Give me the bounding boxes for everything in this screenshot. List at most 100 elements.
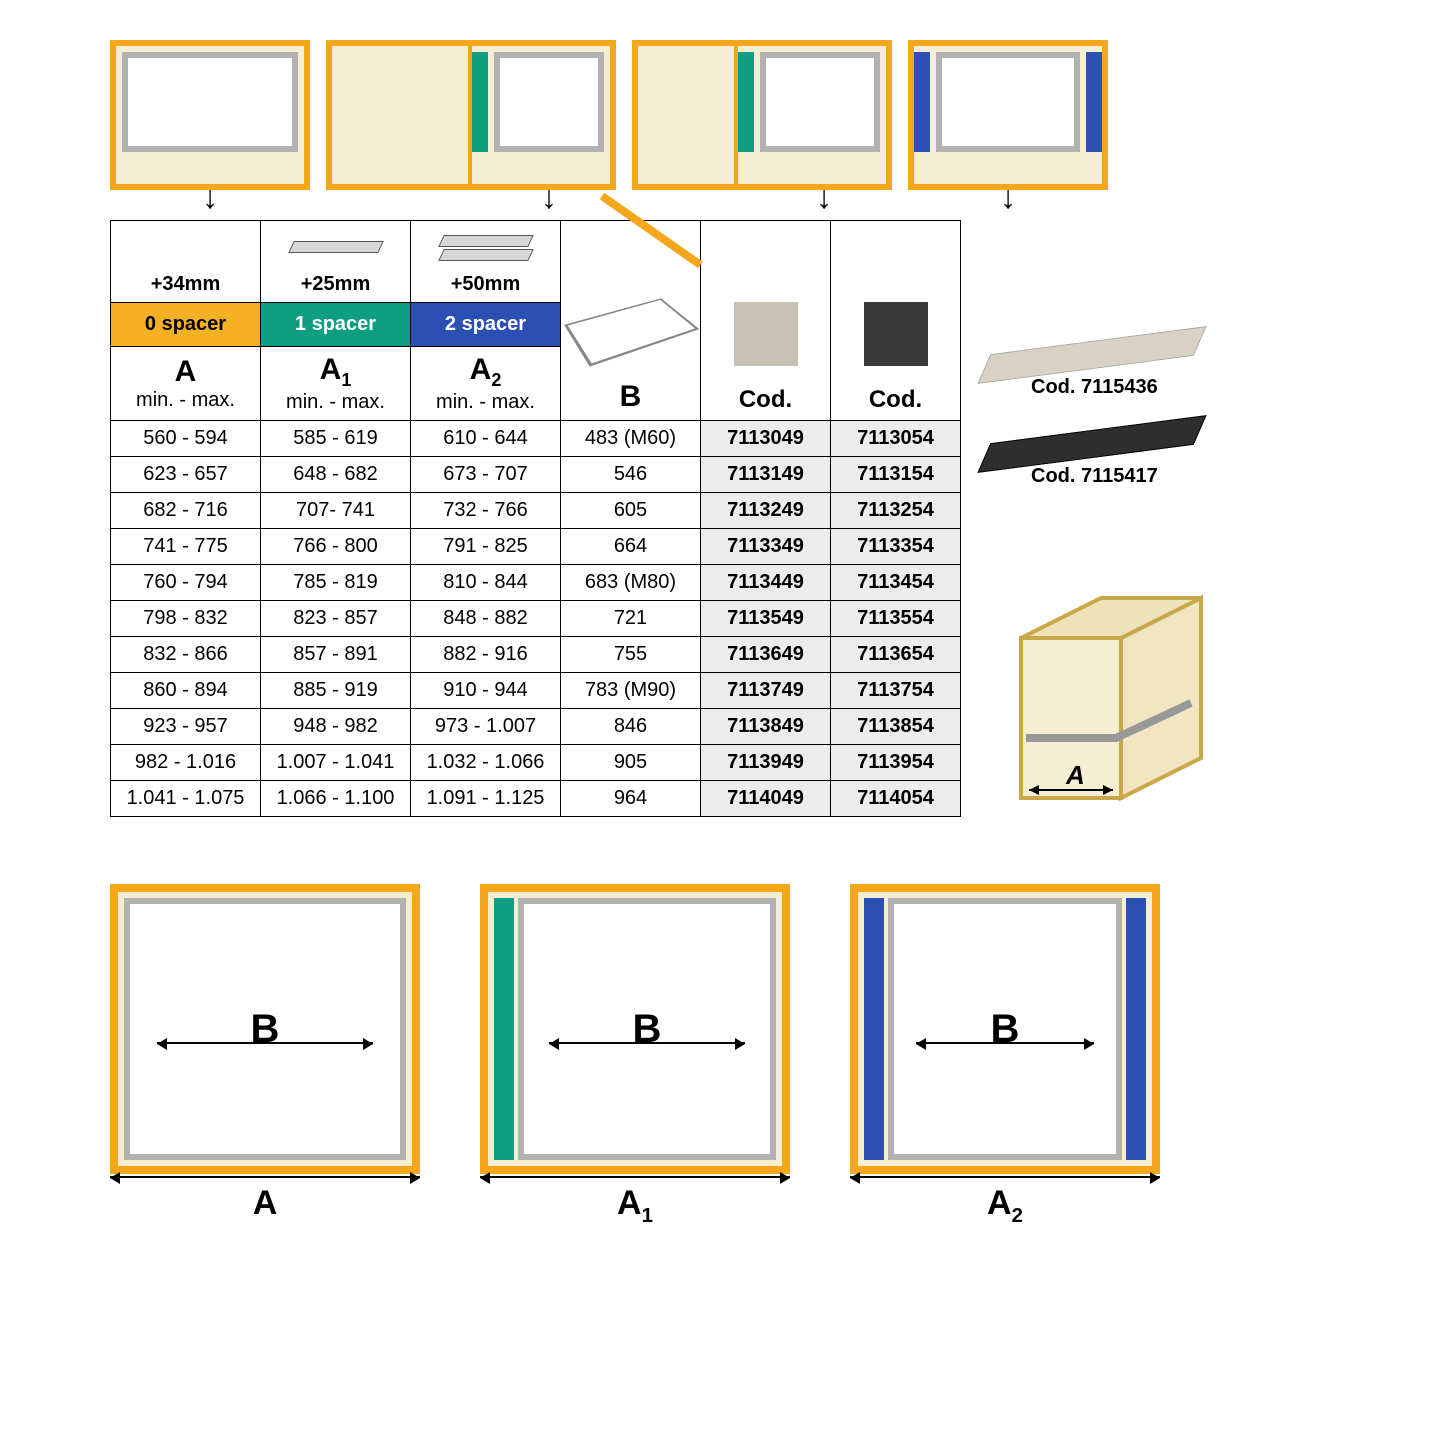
cell-b: 755	[561, 637, 701, 673]
top-diagram-2spacer: ↓	[908, 40, 1108, 190]
cell-b: 664	[561, 529, 701, 565]
cell-code1: 7113849	[701, 709, 831, 745]
hdr-col-a2: A2 min. - max.	[411, 347, 561, 421]
cell-a2: 848 - 882	[411, 601, 561, 637]
cell-a1: 823 - 857	[261, 601, 411, 637]
bottom-diagram-a: B A	[110, 884, 420, 1228]
cell-a: 860 - 894	[111, 673, 261, 709]
top-diagram-1spacer: ↓	[326, 40, 616, 190]
cell-code2: 7113054	[831, 421, 961, 457]
cell-a2: 882 - 916	[411, 637, 561, 673]
drawer-icon	[936, 52, 1080, 152]
cell-a: 1.041 - 1.075	[111, 781, 261, 817]
cell-a1: 707- 741	[261, 493, 411, 529]
cell-a1: 1.066 - 1.100	[261, 781, 411, 817]
cell-a2: 1.091 - 1.125	[411, 781, 561, 817]
top-diagram-flap: ↓	[632, 40, 892, 190]
cell-a: 741 - 775	[111, 529, 261, 565]
cell-b: 605	[561, 493, 701, 529]
side-panel: Cod. 7115436 Cod. 7115417 A	[991, 220, 1251, 824]
cell-a1: 948 - 982	[261, 709, 411, 745]
cell-b: 964	[561, 781, 701, 817]
table-row: 832 - 866857 - 891882 - 9167557113649711…	[111, 637, 961, 673]
cell-code2: 7113354	[831, 529, 961, 565]
cell-code1: 7113949	[701, 745, 831, 781]
table-row: 741 - 775766 - 800791 - 8256647113349711…	[111, 529, 961, 565]
cell-a: 798 - 832	[111, 601, 261, 637]
cell-code1: 7113149	[701, 457, 831, 493]
cell-a1: 648 - 682	[261, 457, 411, 493]
side-code-1: Cod. 7115436	[1031, 376, 1251, 399]
cell-a: 682 - 716	[111, 493, 261, 529]
hdr-spacer-1: 1 spacer	[261, 303, 411, 347]
cell-a: 760 - 794	[111, 565, 261, 601]
spacer-blue-icon	[914, 52, 930, 152]
b-label: B	[251, 1007, 280, 1052]
table-row: 798 - 832823 - 857848 - 8827217113549711…	[111, 601, 961, 637]
dim-a: A	[110, 1184, 420, 1223]
cell-code1: 7113349	[701, 529, 831, 565]
main-row: +34mm +25mm +50mm B	[110, 220, 1445, 824]
hdr-offset-0: +34mm	[111, 221, 261, 303]
cell-a: 832 - 866	[111, 637, 261, 673]
rail-icon	[441, 227, 531, 267]
cell-a1: 857 - 891	[261, 637, 411, 673]
cell-code2: 7113254	[831, 493, 961, 529]
cell-a2: 910 - 944	[411, 673, 561, 709]
cell-code1: 7114049	[701, 781, 831, 817]
cell-a2: 1.032 - 1.066	[411, 745, 561, 781]
drawer-icon	[494, 52, 604, 152]
cell-code2: 7114054	[831, 781, 961, 817]
cell-code1: 7113549	[701, 601, 831, 637]
dim-a2: A2	[850, 1184, 1160, 1228]
cell-a: 560 - 594	[111, 421, 261, 457]
top-diagrams: ↓ ↓ ↓ ↓	[110, 40, 1445, 190]
cell-a2: 810 - 844	[411, 565, 561, 601]
cell-code1: 7113649	[701, 637, 831, 673]
spacer-green-icon	[472, 52, 488, 152]
table-row: 760 - 794785 - 819810 - 844683 (M80)7113…	[111, 565, 961, 601]
cell-code2: 7113854	[831, 709, 961, 745]
spacer-green-icon	[738, 52, 754, 152]
cell-b: 905	[561, 745, 701, 781]
b-label: B	[991, 1007, 1020, 1052]
spacer-blue-icon	[1086, 52, 1102, 152]
table-row: 560 - 594585 - 619610 - 644483 (M60)7113…	[111, 421, 961, 457]
drawer-icon	[760, 52, 880, 152]
hdr-offset-1: +25mm	[261, 221, 411, 303]
page: ↓ ↓ ↓ ↓ +34mm	[20, 40, 1445, 1228]
side-code-2: Cod. 7115417	[1031, 465, 1251, 488]
table-row: 623 - 657648 - 682673 - 7075467113149711…	[111, 457, 961, 493]
arrow-down-icon: ↓	[202, 179, 218, 216]
table-row: 1.041 - 1.0751.066 - 1.1001.091 - 1.1259…	[111, 781, 961, 817]
cell-a: 623 - 657	[111, 457, 261, 493]
cell-b: 683 (M80)	[561, 565, 701, 601]
cell-code2: 7113754	[831, 673, 961, 709]
cell-code1: 7113249	[701, 493, 831, 529]
table-row: 860 - 894885 - 919910 - 944783 (M90)7113…	[111, 673, 961, 709]
arrow-down-icon: ↓	[816, 179, 832, 216]
b-label: B	[633, 1007, 662, 1052]
cell-a: 982 - 1.016	[111, 745, 261, 781]
top-diagram-0spacer: ↓	[110, 40, 310, 190]
drawer-icon	[122, 52, 298, 152]
cell-a1: 1.007 - 1.041	[261, 745, 411, 781]
rail-icon	[291, 227, 381, 267]
table-row: 982 - 1.0161.007 - 1.0411.032 - 1.066905…	[111, 745, 961, 781]
cell-code1: 7113449	[701, 565, 831, 601]
cell-code2: 7113554	[831, 601, 961, 637]
hdr-offset-2: +50mm	[411, 221, 561, 303]
cell-a2: 610 - 644	[411, 421, 561, 457]
hdr-cod-light: Cod.	[701, 221, 831, 421]
cell-a1: 585 - 619	[261, 421, 411, 457]
bottom-diagrams: B A B A1 B	[110, 884, 1445, 1228]
cell-code2: 7113654	[831, 637, 961, 673]
spacer-blue-icon	[864, 898, 884, 1160]
spacer-green-icon	[494, 898, 514, 1160]
hdr-col-a1: A1 min. - max.	[261, 347, 411, 421]
cell-b: 783 (M90)	[561, 673, 701, 709]
hdr-spacer-2: 2 spacer	[411, 303, 561, 347]
cell-a2: 673 - 707	[411, 457, 561, 493]
arrow-down-icon: ↓	[1000, 179, 1016, 216]
swatch-light-icon	[734, 302, 798, 366]
